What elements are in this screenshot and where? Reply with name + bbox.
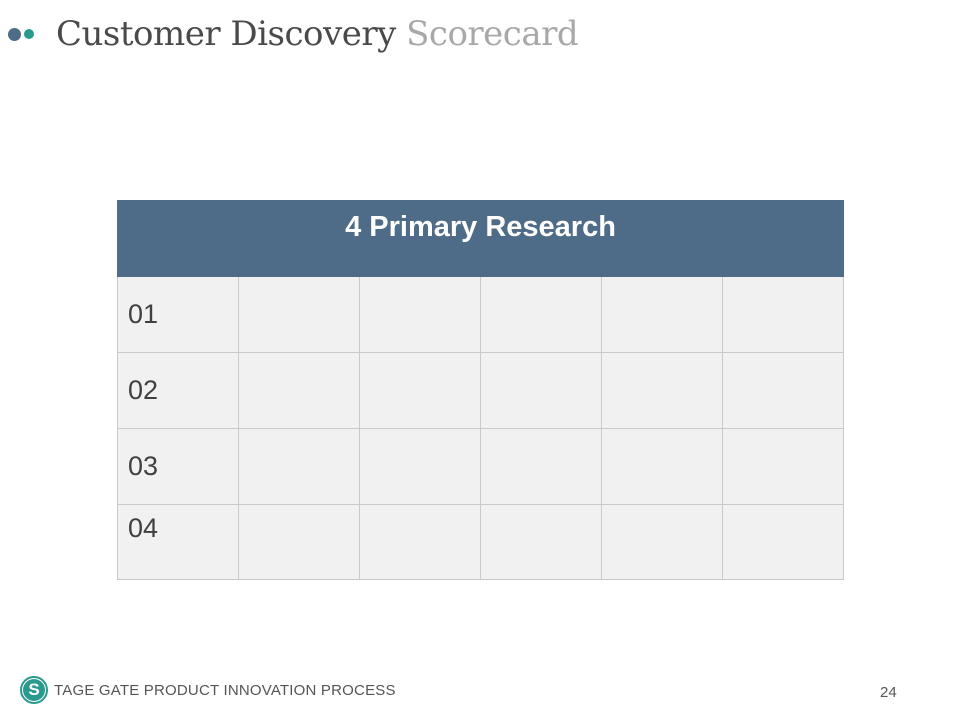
table-cell: [480, 352, 602, 429]
row-label: 03: [117, 428, 239, 505]
table-cell: [722, 504, 844, 580]
table-row: 04: [117, 504, 844, 580]
table-cell: [359, 276, 481, 353]
table-row: 03: [117, 428, 844, 505]
row-label: 01: [117, 276, 239, 353]
page-number: 24: [880, 684, 897, 701]
s-logo-icon: S: [20, 676, 48, 704]
row-label: 04: [117, 504, 239, 580]
table-cell: [238, 276, 360, 353]
table-cell: [359, 504, 481, 580]
table-cell: [238, 428, 360, 505]
table-cell: [238, 352, 360, 429]
table-cell: [722, 352, 844, 429]
row-label: 02: [117, 352, 239, 429]
table-cell: [480, 504, 602, 580]
scorecard-table: 4 Primary Research 01 02 03: [117, 200, 844, 580]
slide-title: Customer Discovery Scorecard: [56, 14, 579, 54]
table-cell: [238, 504, 360, 580]
table-cell: [601, 276, 723, 353]
table-cell: [601, 352, 723, 429]
title-main: Customer Discovery: [56, 14, 396, 54]
table-row: 02: [117, 352, 844, 429]
logo-letter: S: [23, 679, 45, 701]
title-accent: Scorecard: [406, 14, 579, 54]
table-cell: [601, 504, 723, 580]
bullet-dots-icon: [8, 27, 56, 41]
slide-title-bar: Customer Discovery Scorecard: [8, 14, 579, 54]
table-cell: [480, 276, 602, 353]
footer-text: TAGE GATE PRODUCT INNOVATION PROCESS: [54, 681, 396, 699]
footer: S TAGE GATE PRODUCT INNOVATION PROCESS: [20, 676, 396, 704]
table-cell: [359, 428, 481, 505]
table-cell: [722, 276, 844, 353]
table-cell: [722, 428, 844, 505]
dot-teal-icon: [24, 29, 34, 39]
table-row: 01: [117, 276, 844, 353]
dot-blue-icon: [8, 27, 21, 41]
table-cell: [601, 428, 723, 505]
table-cell: [359, 352, 481, 429]
table-cell: [480, 428, 602, 505]
table-header: 4 Primary Research: [117, 200, 844, 277]
